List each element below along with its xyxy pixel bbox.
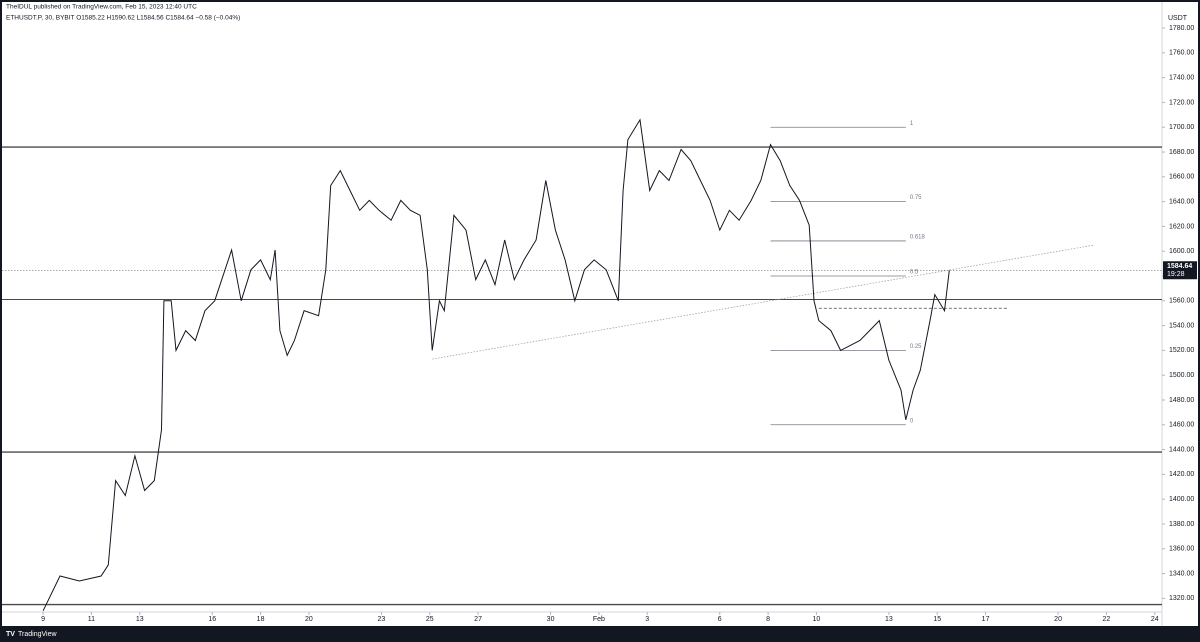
y-tick-label: 1540.00 xyxy=(1169,322,1194,329)
y-tick-label: 1700.00 xyxy=(1169,124,1194,131)
trendline xyxy=(432,244,1095,360)
fib-label: 0.618 xyxy=(910,234,926,240)
fib-label: 0 xyxy=(910,418,914,424)
x-tick-label: 27 xyxy=(474,616,482,623)
symbol-legend: ETHUSDT.P, 30, BYBIT O1585.22 H1590.62 L… xyxy=(6,15,240,22)
countdown-label: 19:28 xyxy=(1167,271,1185,278)
y-tick-label: 1660.00 xyxy=(1169,174,1194,181)
x-tick-label: 25 xyxy=(426,616,434,623)
y-tick-label: 1720.00 xyxy=(1169,99,1194,106)
x-tick-label: 23 xyxy=(378,616,386,623)
y-tick-label: 1320.00 xyxy=(1169,595,1194,602)
y-tick-label: 1420.00 xyxy=(1169,471,1194,478)
y-tick-label: 1760.00 xyxy=(1169,50,1194,57)
fib-label: 1 xyxy=(910,121,914,127)
x-tick-label: 20 xyxy=(1054,616,1062,623)
x-tick-label: 13 xyxy=(136,616,144,623)
y-tick-label: 1500.00 xyxy=(1169,372,1194,379)
x-tick-label: 13 xyxy=(885,616,893,623)
y-tick-label: 1680.00 xyxy=(1169,149,1194,156)
fib-label: 0.75 xyxy=(910,195,922,201)
footer-logo: TradingView xyxy=(18,631,57,638)
chart-background xyxy=(2,2,1198,626)
x-tick-label: Feb xyxy=(593,616,605,623)
y-tick-label: 1620.00 xyxy=(1169,223,1194,230)
price-line xyxy=(42,118,950,612)
x-tick-label: 10 xyxy=(813,616,821,623)
publish-header: TheIDUL published on TradingView.com, Fe… xyxy=(6,4,197,11)
logo-mark: TV xyxy=(6,631,15,638)
x-tick-label: 30 xyxy=(547,616,555,623)
fib-label: 0.5 xyxy=(910,270,919,276)
y-tick-label: 1340.00 xyxy=(1169,570,1194,577)
x-tick-label: 20 xyxy=(305,616,313,623)
x-tick-label: 9 xyxy=(41,616,45,623)
x-tick-label: 6 xyxy=(718,616,722,623)
y-tick-label: 1640.00 xyxy=(1169,198,1194,205)
y-tick-label: 1460.00 xyxy=(1169,422,1194,429)
y-tick-label: 1740.00 xyxy=(1169,74,1194,81)
x-tick-label: 24 xyxy=(1151,616,1159,623)
x-tick-label: 17 xyxy=(982,616,990,623)
price-unit: USDT xyxy=(1168,15,1188,22)
y-tick-label: 1380.00 xyxy=(1169,521,1194,528)
y-tick-label: 1780.00 xyxy=(1169,25,1194,32)
fib-label: 0.25 xyxy=(910,344,922,350)
y-tick-label: 1520.00 xyxy=(1169,347,1194,354)
x-tick-label: 8 xyxy=(766,616,770,623)
y-tick-label: 1480.00 xyxy=(1169,397,1194,404)
last-price-box xyxy=(1163,261,1197,280)
y-tick-label: 1360.00 xyxy=(1169,546,1194,553)
y-tick-label: 1600.00 xyxy=(1169,248,1194,255)
y-tick-label: 1400.00 xyxy=(1169,496,1194,503)
x-tick-label: 15 xyxy=(933,616,941,623)
x-tick-label: 18 xyxy=(257,616,265,623)
y-tick-label: 1560.00 xyxy=(1169,298,1194,305)
x-tick-label: 22 xyxy=(1103,616,1111,623)
x-tick-label: 3 xyxy=(645,616,649,623)
x-tick-label: 16 xyxy=(208,616,216,623)
last-price-label: 1584.64 xyxy=(1167,263,1192,270)
x-tick-label: 11 xyxy=(88,616,95,623)
y-tick-label: 1440.00 xyxy=(1169,446,1194,453)
